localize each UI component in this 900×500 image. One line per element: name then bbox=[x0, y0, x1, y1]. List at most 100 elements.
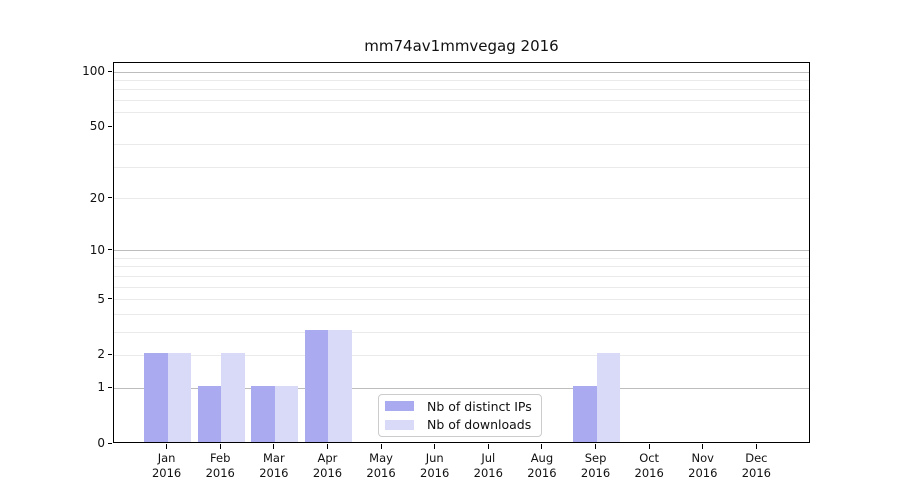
x-tick-mark bbox=[487, 444, 489, 449]
x-tick-label: Aug 2016 bbox=[502, 451, 582, 481]
x-tick-month: Feb bbox=[210, 451, 231, 465]
minor-gridline bbox=[114, 198, 809, 200]
x-tick-month: May bbox=[369, 451, 393, 465]
x-tick-year: 2016 bbox=[366, 466, 396, 480]
minor-gridline bbox=[114, 266, 809, 268]
y-tick-label: 5 bbox=[97, 291, 105, 306]
x-tick-month: Jan bbox=[157, 451, 176, 465]
x-tick-year: 2016 bbox=[151, 466, 182, 480]
x-tick-label: Jun 2016 bbox=[395, 451, 475, 481]
minor-gridline bbox=[114, 79, 809, 81]
minor-gridline bbox=[114, 112, 809, 114]
minor-gridline bbox=[114, 99, 809, 101]
x-tick-mark bbox=[380, 444, 382, 449]
x-tick-year: 2016 bbox=[741, 466, 772, 480]
x-tick-month: Apr bbox=[317, 451, 338, 465]
y-tick-mark bbox=[108, 70, 112, 72]
bar-distinct-ips-jan bbox=[144, 353, 168, 442]
bar-downloads-feb bbox=[221, 353, 245, 442]
x-tick-month: Jul bbox=[481, 451, 496, 465]
x-tick-label: Jul 2016 bbox=[448, 451, 528, 481]
y-tick-mark bbox=[108, 197, 112, 199]
x-tick-label: Oct 2016 bbox=[609, 451, 689, 481]
legend-item-distinct-ips: Nb of distinct IPs bbox=[385, 399, 541, 414]
x-tick-mark bbox=[273, 444, 275, 449]
x-tick-label: Jan 2016 bbox=[127, 451, 207, 481]
x-tick-month: Oct bbox=[639, 451, 660, 465]
y-tick-mark bbox=[108, 353, 112, 355]
bar-distinct-ips-apr bbox=[304, 330, 329, 442]
y-tick-mark bbox=[108, 125, 112, 127]
minor-gridline bbox=[114, 166, 809, 168]
bar-downloads-jan bbox=[167, 353, 192, 442]
x-tick-label: Mar 2016 bbox=[234, 451, 314, 481]
bar-downloads-mar bbox=[274, 386, 299, 442]
x-tick-mark bbox=[702, 444, 704, 449]
plot-area bbox=[113, 62, 810, 443]
legend-label: Nb of distinct IPs bbox=[427, 398, 532, 414]
x-tick-year: 2016 bbox=[634, 466, 664, 480]
bar-distinct-ips-mar bbox=[251, 386, 275, 442]
x-tick-month: Jun bbox=[425, 451, 444, 465]
y-tick-mark bbox=[108, 386, 112, 388]
x-tick-month: Mar bbox=[262, 451, 285, 465]
x-tick-mark bbox=[326, 444, 328, 449]
y-tick-label: 10 bbox=[89, 242, 105, 257]
legend-swatch-distinct-ips bbox=[385, 401, 414, 412]
minor-gridline bbox=[114, 275, 809, 277]
x-tick-month: Aug bbox=[530, 451, 554, 465]
minor-gridline bbox=[114, 144, 809, 146]
x-tick-year: 2016 bbox=[688, 466, 718, 480]
x-tick-month: Nov bbox=[691, 451, 714, 465]
x-tick-label: May 2016 bbox=[341, 451, 421, 481]
x-tick-year: 2016 bbox=[580, 466, 611, 480]
x-tick-year: 2016 bbox=[259, 466, 289, 480]
y-tick-label: 50 bbox=[89, 119, 105, 134]
x-tick-mark bbox=[541, 444, 543, 449]
chart-title: mm74av1mmvegag 2016 bbox=[364, 37, 559, 55]
y-tick-mark bbox=[108, 298, 112, 300]
y-tick-mark bbox=[108, 442, 112, 444]
minor-gridline bbox=[114, 313, 809, 315]
x-tick-mark bbox=[219, 444, 221, 449]
x-tick-mark bbox=[648, 444, 650, 449]
y-tick-label: 0 bbox=[97, 436, 105, 450]
legend-item-downloads: Nb of downloads bbox=[385, 417, 541, 432]
x-tick-mark bbox=[434, 444, 436, 449]
y-tick-label: 1 bbox=[97, 380, 105, 395]
bar-distinct-ips-feb bbox=[197, 386, 222, 442]
legend-label: Nb of downloads bbox=[427, 417, 532, 433]
y-tick-label: 100 bbox=[82, 64, 105, 79]
x-tick-year: 2016 bbox=[420, 466, 450, 480]
x-tick-label: Sep 2016 bbox=[556, 451, 636, 481]
minor-gridline bbox=[114, 331, 809, 333]
y-tick-label: 2 bbox=[97, 347, 105, 362]
x-tick-year: 2016 bbox=[312, 466, 343, 480]
bar-downloads-sep bbox=[596, 353, 621, 442]
x-tick-month: Sep bbox=[584, 451, 607, 465]
minor-gridline bbox=[114, 299, 809, 301]
minor-gridline bbox=[114, 354, 809, 356]
major-gridline bbox=[114, 71, 809, 73]
bar-distinct-ips-sep bbox=[573, 386, 597, 442]
bar-downloads-apr bbox=[328, 330, 352, 442]
x-tick-year: 2016 bbox=[527, 466, 557, 480]
x-tick-label: Apr 2016 bbox=[287, 451, 367, 481]
y-tick-mark bbox=[108, 249, 112, 251]
minor-gridline bbox=[114, 257, 809, 259]
x-tick-year: 2016 bbox=[205, 466, 235, 480]
x-tick-label: Nov 2016 bbox=[663, 451, 743, 481]
legend: Nb of distinct IPs Nb of downloads bbox=[378, 394, 542, 437]
legend-swatch-downloads bbox=[385, 419, 414, 430]
x-tick-month: Dec bbox=[745, 451, 768, 465]
minor-gridline bbox=[114, 286, 809, 288]
x-tick-mark bbox=[595, 444, 597, 449]
minor-gridline bbox=[114, 89, 809, 91]
major-gridline bbox=[114, 250, 809, 252]
x-tick-mark bbox=[166, 444, 168, 449]
major-gridline bbox=[114, 387, 809, 389]
x-tick-label: Dec 2016 bbox=[716, 451, 796, 481]
y-tick-label: 20 bbox=[89, 190, 105, 205]
x-tick-year: 2016 bbox=[473, 466, 503, 480]
